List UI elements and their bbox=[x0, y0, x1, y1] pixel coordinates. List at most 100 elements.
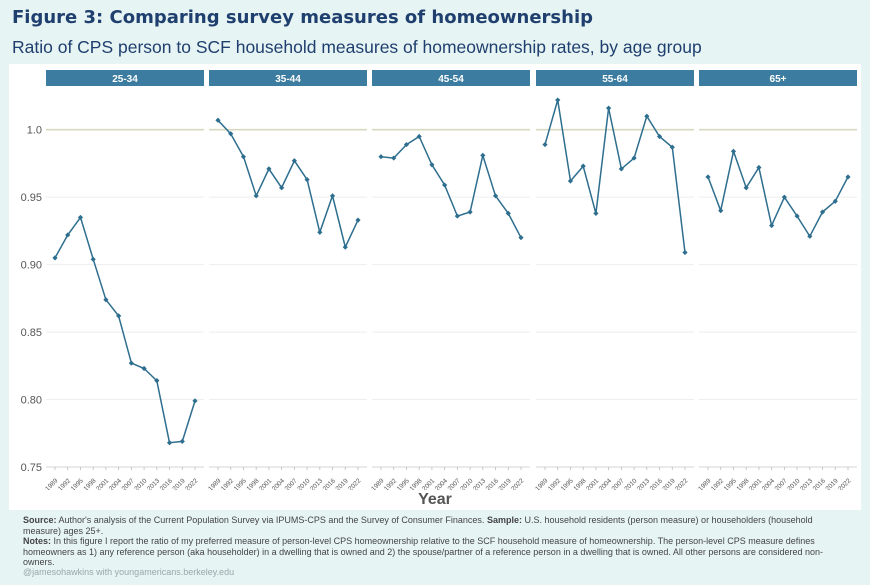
data-point bbox=[505, 210, 511, 216]
source-label: Source: bbox=[23, 515, 57, 525]
data-point bbox=[342, 244, 348, 250]
data-point bbox=[179, 438, 185, 444]
data-point bbox=[192, 398, 198, 404]
facet-strip bbox=[46, 70, 204, 86]
y-tick-label: 0.90 bbox=[21, 260, 42, 272]
y-tick-label: 1.0 bbox=[27, 125, 42, 137]
data-point bbox=[240, 154, 247, 160]
data-point bbox=[682, 249, 688, 256]
data-point bbox=[555, 97, 561, 103]
data-point bbox=[631, 155, 637, 161]
data-point bbox=[355, 217, 361, 223]
notes-note: Notes: In this figure I report the ratio… bbox=[23, 536, 853, 568]
data-point bbox=[266, 166, 272, 172]
data-point bbox=[304, 177, 310, 183]
chart-svg: 0.750.800.850.900.951.025-34198919921995… bbox=[21, 70, 857, 490]
data-point bbox=[90, 256, 96, 262]
data-point bbox=[467, 209, 473, 215]
data-point bbox=[317, 229, 323, 235]
x-tick-label: 2022 bbox=[347, 477, 362, 490]
series-line bbox=[544, 99, 686, 253]
data-point bbox=[65, 232, 71, 238]
data-point bbox=[391, 155, 397, 161]
data-point bbox=[794, 213, 800, 219]
x-tick-label: 2022 bbox=[837, 477, 852, 490]
y-tick-label: 0.80 bbox=[21, 395, 42, 407]
data-point bbox=[644, 113, 650, 119]
facet-strip-label: 25-34 bbox=[112, 74, 138, 85]
data-point bbox=[442, 182, 448, 188]
data-point bbox=[542, 141, 548, 148]
figure-notes: Source: Author's analysis of the Current… bbox=[23, 515, 853, 568]
data-point bbox=[718, 208, 724, 214]
facet-strip-label: 35-44 bbox=[275, 74, 301, 85]
data-point bbox=[103, 297, 109, 303]
data-point bbox=[416, 133, 422, 140]
data-point bbox=[279, 185, 285, 191]
sample-label: Sample: bbox=[486, 515, 522, 525]
data-point bbox=[329, 193, 336, 199]
y-tick-label: 0.95 bbox=[21, 192, 42, 204]
data-point bbox=[116, 313, 122, 319]
data-point bbox=[769, 222, 775, 229]
series-line bbox=[707, 148, 849, 238]
data-point bbox=[580, 163, 586, 169]
data-point bbox=[52, 255, 58, 261]
data-point bbox=[154, 378, 160, 384]
notes-text: In this figure I report the ratio of my … bbox=[23, 536, 823, 567]
data-point bbox=[128, 360, 134, 366]
facet-strip bbox=[372, 70, 530, 86]
facet-strip-label: 55-64 bbox=[602, 74, 628, 85]
facet-strip bbox=[536, 70, 694, 86]
data-point bbox=[228, 131, 234, 137]
data-point bbox=[429, 162, 435, 168]
chart-panel bbox=[9, 64, 861, 510]
sample-text: U.S. household residents (person measure… bbox=[23, 515, 813, 536]
data-point bbox=[705, 174, 711, 180]
data-point bbox=[606, 105, 612, 111]
data-point bbox=[166, 440, 173, 446]
data-point bbox=[141, 365, 147, 372]
x-axis-label: Year bbox=[418, 491, 452, 508]
figure-title: Figure 3: Comparing survey measures of h… bbox=[12, 7, 594, 28]
source-text: Author's analysis of the Current Populat… bbox=[56, 515, 487, 525]
data-point bbox=[756, 164, 762, 171]
data-point bbox=[291, 158, 297, 164]
data-point bbox=[743, 185, 749, 191]
x-tick-label: 2022 bbox=[510, 477, 525, 490]
data-point bbox=[819, 209, 826, 215]
data-point bbox=[492, 193, 499, 199]
facet-strip bbox=[699, 70, 857, 86]
data-point bbox=[845, 174, 851, 180]
data-point bbox=[378, 154, 384, 160]
y-tick-label: 0.75 bbox=[21, 462, 42, 474]
data-point bbox=[403, 141, 410, 148]
data-point bbox=[480, 152, 486, 158]
data-point bbox=[593, 210, 599, 216]
data-point bbox=[781, 194, 787, 200]
data-point bbox=[618, 166, 624, 172]
credit-line: @jamesohawkins with youngamericans.berke… bbox=[23, 567, 235, 577]
figure-subtitle: Ratio of CPS person to SCF household mea… bbox=[12, 37, 702, 57]
facet-strip-label: 45-54 bbox=[438, 74, 464, 85]
data-point bbox=[518, 235, 524, 241]
y-tick-label: 0.85 bbox=[21, 327, 42, 339]
x-tick-label: 2022 bbox=[674, 477, 689, 490]
data-point bbox=[656, 133, 663, 140]
facet-strip-label: 65+ bbox=[770, 74, 787, 85]
data-point bbox=[77, 214, 84, 221]
data-point bbox=[730, 148, 737, 154]
series-line bbox=[380, 135, 522, 239]
data-point bbox=[215, 117, 221, 123]
series-line bbox=[217, 119, 359, 250]
data-point bbox=[567, 178, 574, 184]
data-point bbox=[832, 198, 838, 204]
x-tick-label: 2022 bbox=[184, 477, 199, 490]
facet-strip bbox=[209, 70, 367, 86]
data-point bbox=[669, 144, 675, 150]
notes-label: Notes: bbox=[23, 536, 52, 546]
data-point bbox=[807, 233, 813, 239]
data-point bbox=[253, 193, 259, 199]
series-line bbox=[54, 215, 196, 444]
data-point bbox=[454, 213, 460, 219]
